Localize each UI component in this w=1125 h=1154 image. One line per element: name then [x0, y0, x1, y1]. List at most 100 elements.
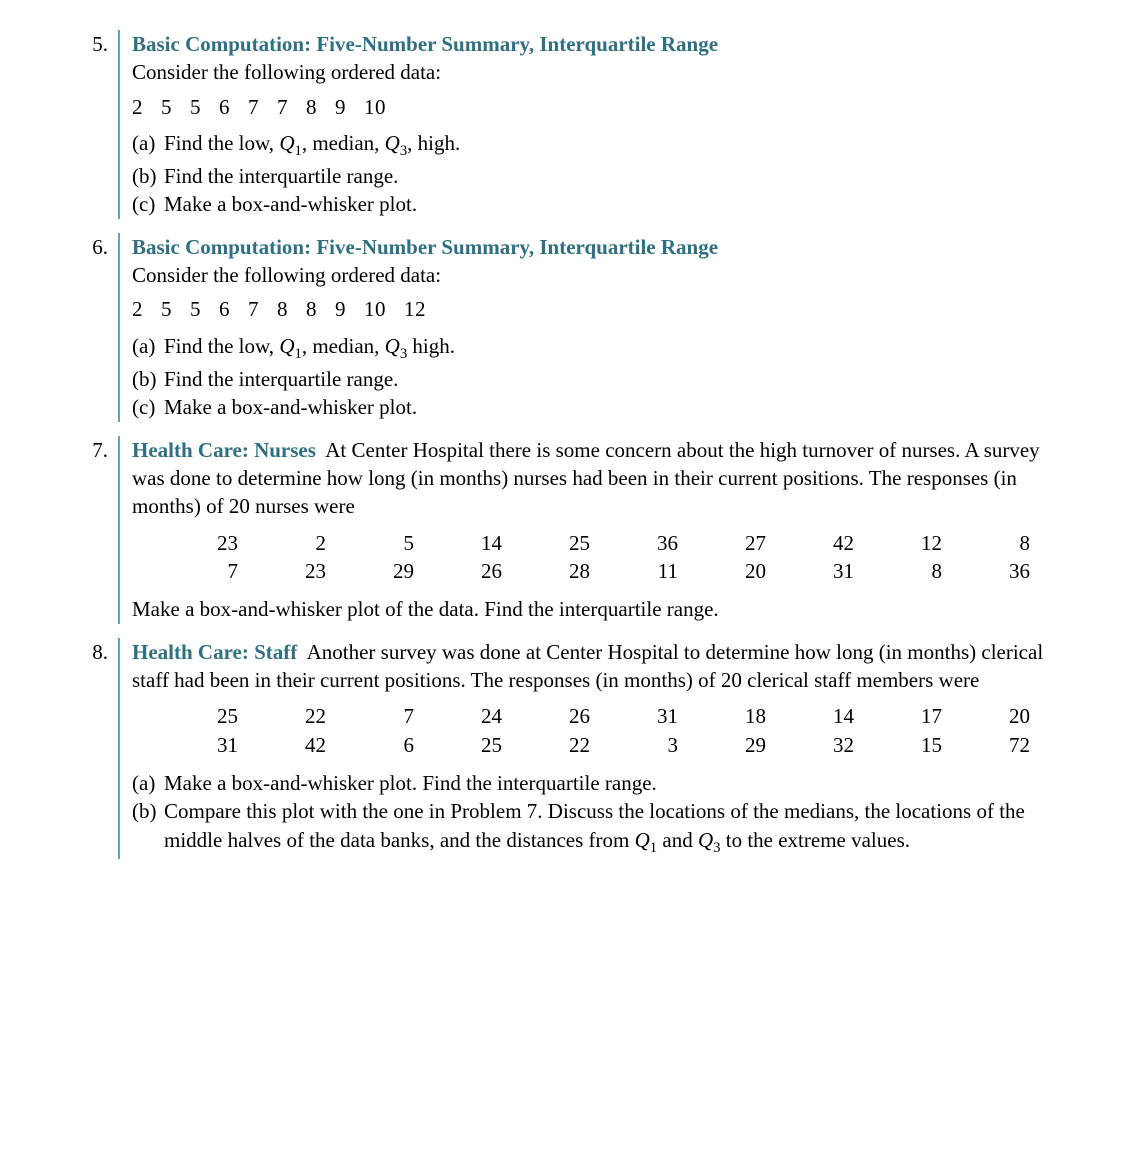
problem-title: Health Care: Nurses: [132, 438, 316, 462]
subpart: (c)Make a box-and-whisker plot.: [132, 190, 1065, 218]
subpart-label: (b): [132, 365, 164, 393]
subparts: (a)Find the low, Q1, median, Q3, high.(b…: [132, 129, 1065, 219]
data-row: 255678891012: [132, 295, 1065, 323]
problem-intro: Health Care: Staff Another survey was do…: [132, 638, 1065, 695]
data-table: 23251425362742128723292628112031836: [168, 529, 1065, 586]
data-table-row: 723292628112031836: [168, 557, 1065, 585]
data-value: 27: [696, 529, 784, 557]
problem-body: Health Care: Staff Another survey was do…: [118, 638, 1065, 859]
data-value: 32: [784, 731, 872, 759]
subpart-text: Find the interquartile range.: [164, 162, 1065, 190]
data-value: 3: [608, 731, 696, 759]
data-table-row: 2522724263118141720: [168, 702, 1065, 730]
subpart-text: Find the interquartile range.: [164, 365, 1065, 393]
subpart-text: Make a box-and-whisker plot. Find the in…: [164, 769, 1065, 797]
data-value: 25: [168, 702, 256, 730]
problem-body: Basic Computation: Five-Number Summary, …: [118, 30, 1065, 219]
data-value: 5: [344, 529, 432, 557]
data-value: 36: [960, 557, 1048, 585]
data-value: 5: [161, 93, 172, 121]
subpart-text: Compare this plot with the one in Proble…: [164, 797, 1065, 858]
subpart: (a)Make a box-and-whisker plot. Find the…: [132, 769, 1065, 797]
data-value: 29: [696, 731, 784, 759]
data-value: 7: [344, 702, 432, 730]
subpart-label: (c): [132, 393, 164, 421]
problem-intro-text: Consider the following ordered data:: [132, 58, 1065, 86]
data-value: 14: [432, 529, 520, 557]
data-value: 25: [520, 529, 608, 557]
subpart: (c)Make a box-and-whisker plot.: [132, 393, 1065, 421]
data-value: 7: [248, 93, 259, 121]
data-value: 12: [872, 529, 960, 557]
data-value: 9: [335, 93, 346, 121]
data-value: 8: [306, 93, 317, 121]
data-value: 7: [277, 93, 288, 121]
data-value: 42: [256, 731, 344, 759]
data-value: 7: [248, 295, 259, 323]
problem-title: Basic Computation: Five-Number Summary, …: [132, 32, 718, 56]
subpart-label: (a): [132, 332, 164, 365]
data-value: 17: [872, 702, 960, 730]
subparts: (a)Make a box-and-whisker plot. Find the…: [132, 769, 1065, 859]
subpart: (b)Find the interquartile range.: [132, 162, 1065, 190]
data-value: 36: [608, 529, 696, 557]
data-value: 25: [432, 731, 520, 759]
data-value: 5: [161, 295, 172, 323]
problem-body: Health Care: Nurses At Center Hospital t…: [118, 436, 1065, 624]
subpart-label: (b): [132, 162, 164, 190]
problem-title: Basic Computation: Five-Number Summary, …: [132, 235, 718, 259]
subpart-text: Make a box-and-whisker plot.: [164, 393, 1065, 421]
subpart: (b)Find the interquartile range.: [132, 365, 1065, 393]
problem-number: 5.: [60, 30, 118, 219]
data-value: 7: [168, 557, 256, 585]
data-value: 31: [784, 557, 872, 585]
data-value: 8: [872, 557, 960, 585]
data-value: 31: [608, 702, 696, 730]
data-value: 23: [256, 557, 344, 585]
problem-instruction: Make a box-and-whisker plot of the data.…: [132, 595, 1065, 623]
data-value: 31: [168, 731, 256, 759]
data-value: 15: [872, 731, 960, 759]
data-value: 18: [696, 702, 784, 730]
problem-intro-text: Consider the following ordered data:: [132, 261, 1065, 289]
data-table-row: 23251425362742128: [168, 529, 1065, 557]
data-value: 10: [364, 295, 386, 323]
data-value: 22: [256, 702, 344, 730]
data-value: 8: [306, 295, 317, 323]
data-value: 42: [784, 529, 872, 557]
subpart-label: (c): [132, 190, 164, 218]
data-value: 2: [256, 529, 344, 557]
data-value: 23: [168, 529, 256, 557]
subpart: (a)Find the low, Q1, median, Q3 high.: [132, 332, 1065, 365]
data-value: 22: [520, 731, 608, 759]
subpart-text: Make a box-and-whisker plot.: [164, 190, 1065, 218]
problem-body: Basic Computation: Five-Number Summary, …: [118, 233, 1065, 422]
data-value: 8: [277, 295, 288, 323]
data-value: 2: [132, 295, 143, 323]
subpart-label: (a): [132, 769, 164, 797]
data-value: 14: [784, 702, 872, 730]
data-value: 28: [520, 557, 608, 585]
data-value: 72: [960, 731, 1048, 759]
subparts: (a)Find the low, Q1, median, Q3 high.(b)…: [132, 332, 1065, 422]
problem-intro: Basic Computation: Five-Number Summary, …: [132, 30, 1065, 58]
data-value: 6: [344, 731, 432, 759]
data-value: 8: [960, 529, 1048, 557]
data-value: 26: [432, 557, 520, 585]
data-value: 6: [219, 93, 230, 121]
data-value: 24: [432, 702, 520, 730]
data-value: 26: [520, 702, 608, 730]
problem-intro: Health Care: Nurses At Center Hospital t…: [132, 436, 1065, 521]
data-value: 2: [132, 93, 143, 121]
data-value: 9: [335, 295, 346, 323]
problem-number: 7.: [60, 436, 118, 624]
subpart-label: (a): [132, 129, 164, 162]
subpart-text: Find the low, Q1, median, Q3 high.: [164, 332, 1065, 365]
problem-number: 6.: [60, 233, 118, 422]
problem-title: Health Care: Staff: [132, 640, 297, 664]
data-value: 10: [364, 93, 386, 121]
data-value: 12: [404, 295, 426, 323]
problem: 7.Health Care: Nurses At Center Hospital…: [60, 436, 1065, 624]
data-value: 5: [190, 295, 201, 323]
subpart: (a)Find the low, Q1, median, Q3, high.: [132, 129, 1065, 162]
